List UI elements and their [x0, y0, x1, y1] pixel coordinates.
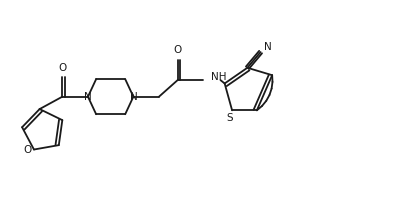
Text: NH: NH	[211, 72, 227, 82]
Text: N: N	[264, 42, 272, 52]
Text: O: O	[23, 144, 31, 155]
Text: N: N	[84, 92, 92, 102]
Text: N: N	[130, 92, 137, 102]
Text: O: O	[173, 45, 182, 55]
Text: S: S	[227, 113, 233, 123]
Text: O: O	[58, 63, 66, 73]
